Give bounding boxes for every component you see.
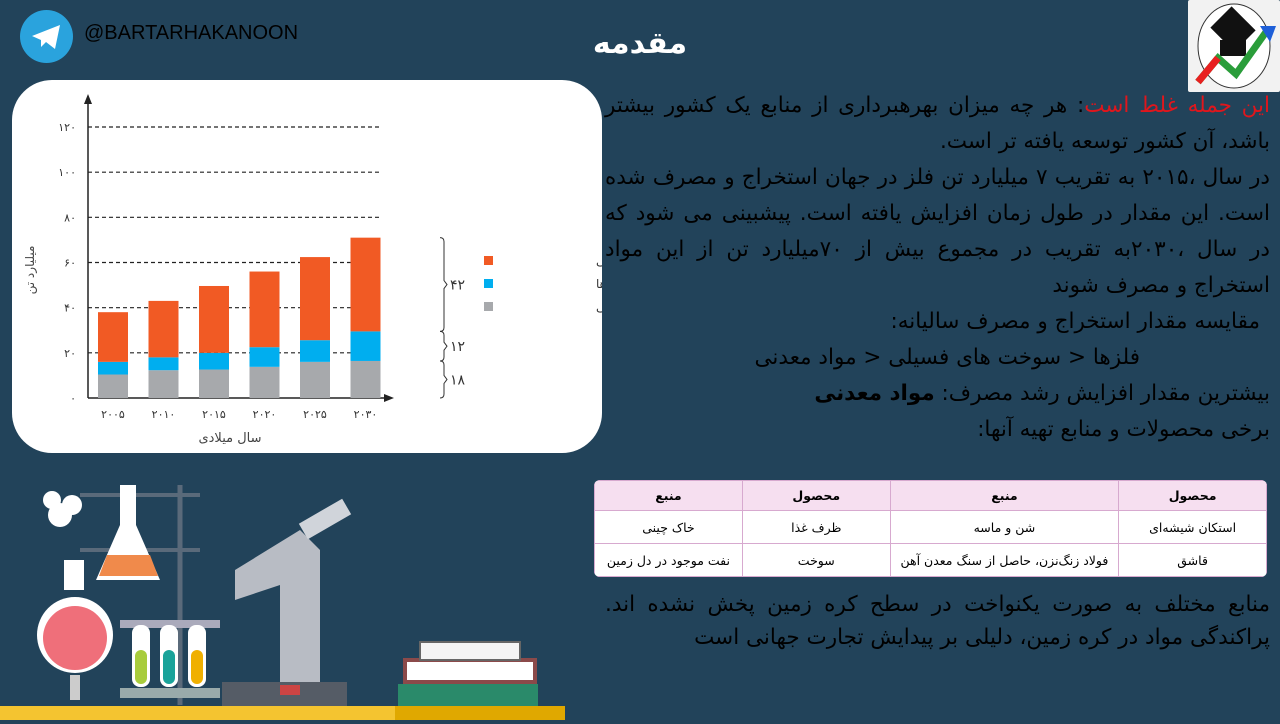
bar-segment: [249, 347, 280, 367]
brace-label: ۴۲: [450, 278, 465, 294]
x-tick-label: ۲۰۲۵: [303, 408, 327, 421]
bottom-text: منابع مختلف به صورت یکنواخت در سطح کره ز…: [605, 592, 1270, 650]
bar-segment: [249, 366, 280, 398]
products-table: محصول منبع محصول منبع استکان شیشه‌ای شن …: [594, 480, 1267, 577]
bar-segment: [148, 370, 179, 398]
legend-label: مواد معدنی: [596, 254, 602, 269]
y-tick-label: ۱۲۰: [58, 121, 76, 134]
table-header-row: محصول منبع محصول منبع: [594, 480, 1267, 511]
table-row: استکان شیشه‌ای شن و ماسه ظرف غذا خاک چین…: [594, 510, 1267, 544]
x-tick-label: ۲۰۰۵: [101, 408, 125, 421]
bar-segment: [350, 331, 381, 361]
column-header: منبع: [594, 480, 743, 511]
brace-label: ۱۸: [450, 372, 466, 388]
brace-label: ۱۲: [450, 339, 465, 355]
brace: [439, 360, 448, 399]
x-tick-label: ۲۰۱۰: [152, 408, 176, 421]
table-cell: خاک چینی: [594, 510, 743, 544]
legend-swatch: [484, 256, 493, 265]
paragraph: : هر چه میزان بهرهبرداری از منابع یک کشو…: [605, 93, 1270, 154]
paragraph: در سال ،۲۰۱۵ به تقریب ۷ میلیارد تن فلز د…: [605, 165, 1270, 298]
bar-segment: [350, 360, 381, 398]
table-row: قاشق فولاد زنگ‌نزن، حاصل از سنگ معدن آهن…: [594, 543, 1267, 577]
y-tick-label: ۱۰۰: [58, 166, 76, 179]
page-title: مقدمه: [592, 26, 688, 61]
comparison: فلزها < سوخت های فسیلی < مواد معدنی: [754, 345, 1141, 370]
bar-segment: [350, 237, 381, 332]
table-cell: شن و ماسه: [889, 510, 1120, 544]
x-tick-label: ۲۰۲۰: [253, 408, 277, 421]
bar-segment: [98, 361, 128, 375]
wrong-statement-label: این جمله غلط است: [1084, 93, 1271, 118]
table-cell: نفت موجود در دل زمین: [594, 543, 743, 577]
brace: [439, 237, 448, 332]
legend-label: فلزها: [596, 277, 602, 292]
stacked-bar-chart: ۰ ۲۰ ۴۰ ۶۰ ۸۰ ۱۰۰ ۱۲۰ ۲۰۰۵ ۲۰۱۰ ۲۰۱۵ ۲۰۲۰ ۲۰۲۵ ۲۰۳۰ س…: [23, 94, 689, 446]
y-axis-label: میلیارد تن: [23, 246, 38, 295]
paragraph: برخی محصولات و منابع تهیه آنها:: [977, 417, 1270, 442]
legend-swatch: [484, 279, 493, 288]
y-tick-label: ۸۰: [64, 211, 76, 224]
y-tick-label: ۶۰: [64, 257, 76, 270]
legend-swatch: [484, 302, 493, 311]
table-cell: قاشق: [1118, 543, 1267, 577]
bar-segment: [300, 340, 330, 362]
y-tick-label: ۴۰: [64, 302, 76, 315]
bar-segment: [148, 300, 179, 358]
bar-segment: [300, 257, 330, 341]
bar-segment: [148, 357, 179, 371]
bar-segment: [98, 374, 128, 398]
x-axis-arrow: [384, 394, 394, 402]
bar-segment: [98, 312, 128, 362]
channel-handle: @BARTARHAKANOON: [84, 22, 299, 44]
bar-segment: [199, 285, 229, 353]
x-tick-label: ۲۰۱۵: [202, 408, 226, 421]
y-tick-label: ۰: [70, 392, 76, 405]
table-cell: ظرف غذا: [741, 510, 891, 544]
lab-illustration: [0, 470, 580, 720]
paragraph: مقایسه مقدار استخراج و مصرف سالیانه:: [890, 309, 1260, 334]
x-axis-label: سال میلادی: [198, 431, 261, 446]
bartarha-logo: [1188, 0, 1280, 92]
chart-card: ۰ ۲۰ ۴۰ ۶۰ ۸۰ ۱۰۰ ۱۲۰ ۲۰۰۵ ۲۰۱۰ ۲۰۱۵ ۲۰۲۰ ۲۰۲۵ ۲۰۳۰ س…: [12, 80, 689, 453]
y-tick-label: ۲۰: [64, 347, 76, 360]
paragraph: بیشترین مقدار افزایش رشد مصرف: مواد معدن…: [814, 381, 1270, 406]
body-text: این جمله غلط است: هر چه میزان بهرهبرداری…: [605, 88, 1270, 448]
bar-segment: [199, 369, 229, 398]
column-header: محصول: [1118, 480, 1267, 511]
y-axis-arrow: [84, 94, 92, 104]
legend-label: سوخت‌های فسیلی: [596, 300, 602, 315]
table-cell: سوخت: [741, 543, 891, 577]
bar-segment: [300, 361, 330, 398]
column-header: محصول: [741, 480, 891, 511]
table-cell: فولاد زنگ‌نزن، حاصل از سنگ معدن آهن: [889, 543, 1120, 577]
x-tick-label: ۲۰۳۰: [354, 408, 378, 421]
telegram-icon[interactable]: [20, 10, 73, 63]
bar-segment: [249, 271, 280, 348]
brace: [439, 330, 448, 362]
table-cell: استکان شیشه‌ای: [1118, 510, 1267, 544]
bar-segment: [199, 352, 229, 370]
column-header: منبع: [889, 480, 1120, 511]
